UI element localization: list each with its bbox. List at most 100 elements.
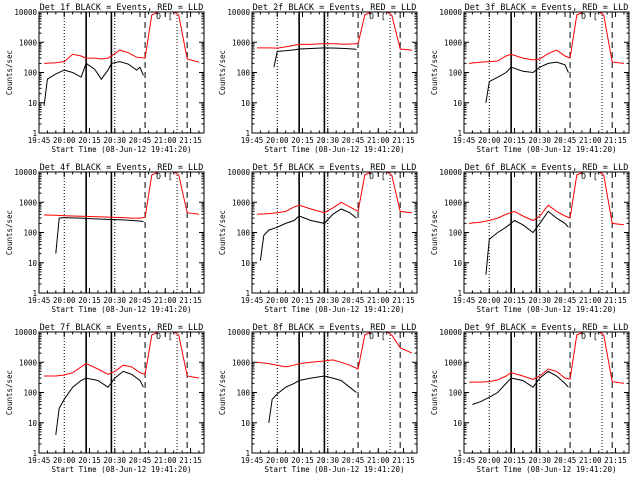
marker-label: [	[168, 172, 173, 181]
x-tick-label: 20:15	[291, 136, 314, 145]
series-events-line	[273, 47, 357, 68]
x-tick-label: 21:15	[179, 136, 202, 145]
y-tick-label: 1	[245, 449, 250, 458]
series-lld-line	[44, 331, 199, 379]
y-axis-label: Counts/sec	[430, 210, 439, 255]
x-tick-label: 21:00	[154, 136, 177, 145]
x-tick-label: 21:00	[579, 296, 602, 305]
x-axis-label: Start Time (08-Jun-12 19:41:20)	[52, 465, 192, 474]
plot-frame	[251, 171, 418, 294]
x-tick-label: 20:30	[528, 456, 551, 465]
y-axis-label: Counts/sec	[5, 50, 14, 95]
y-tick-label: 1000	[232, 38, 251, 47]
y-tick-label: 10000	[227, 168, 250, 177]
plot-frame	[463, 171, 630, 294]
x-tick-label: 20:30	[103, 456, 126, 465]
x-tick-label: 20:00	[53, 296, 76, 305]
x-axis-label: Start Time (08-Jun-12 19:41:20)	[477, 145, 617, 154]
x-axis-label: Start Time (08-Jun-12 19:41:20)	[52, 305, 192, 314]
x-tick-label: 20:45	[129, 296, 152, 305]
plot-frame	[463, 331, 630, 454]
x-axis-label: Start Time (08-Jun-12 19:41:20)	[477, 305, 617, 314]
y-tick-label: 10000	[14, 168, 37, 177]
x-tick-label: 20:00	[266, 456, 289, 465]
series-lld-line	[257, 11, 412, 51]
x-tick-label: 20:00	[266, 296, 289, 305]
series-events-line	[485, 61, 569, 103]
y-tick-label: 10	[453, 419, 463, 428]
x-tick-label: 21:15	[179, 296, 202, 305]
x-tick-label: 20:45	[342, 136, 365, 145]
y-tick-label: 100	[236, 229, 250, 238]
y-axis-label: Counts/sec	[218, 50, 227, 95]
marker-label: [	[593, 332, 598, 341]
x-tick-label: 20:15	[78, 136, 101, 145]
y-axis-label: Counts/sec	[430, 50, 439, 95]
x-tick-label: 21:15	[604, 456, 627, 465]
x-tick-label: 20:00	[53, 456, 76, 465]
marker-label: O	[156, 12, 161, 21]
x-tick-label: 20:00	[478, 136, 501, 145]
x-tick-label: 21:00	[154, 456, 177, 465]
x-tick-label: 20:30	[316, 296, 339, 305]
x-tick-label: 21:00	[367, 296, 390, 305]
x-tick-label: 20:30	[103, 296, 126, 305]
x-tick-label: 20:15	[78, 296, 101, 305]
x-axis-label: Start Time (08-Jun-12 19:41:20)	[265, 145, 405, 154]
x-tick-label: 20:00	[478, 296, 501, 305]
y-axis-label: Counts/sec	[430, 370, 439, 415]
x-tick-label: 20:30	[528, 136, 551, 145]
series-lld-line	[469, 171, 624, 226]
x-tick-label: 20:15	[291, 296, 314, 305]
marker-label: O	[369, 12, 374, 21]
y-tick-label: 10	[241, 419, 251, 428]
x-tick-label: 20:00	[478, 456, 501, 465]
y-tick-label: 1	[457, 289, 462, 298]
x-tick-label: 21:15	[392, 296, 415, 305]
y-tick-label: 10000	[14, 328, 37, 337]
series-lld-line	[44, 171, 199, 219]
x-tick-label: 20:15	[78, 456, 101, 465]
y-tick-label: 100	[23, 229, 37, 238]
y-tick-label: 100	[23, 69, 37, 78]
panel-title: Det 3f BLACK = Events, RED = LLD	[465, 3, 629, 13]
plot-frame	[38, 331, 205, 454]
y-tick-label: 1000	[444, 198, 463, 207]
x-tick-label: 19:45	[453, 296, 476, 305]
marker-label: O	[369, 172, 374, 181]
x-tick-label: 21:00	[367, 456, 390, 465]
panel-title: Det 4f BLACK = Events, RED = LLD	[40, 163, 204, 173]
y-tick-label: 100	[236, 389, 250, 398]
x-tick-label: 21:15	[604, 296, 627, 305]
x-tick-label: 20:00	[53, 136, 76, 145]
y-tick-label: 10	[241, 259, 251, 268]
x-tick-label: 19:45	[453, 136, 476, 145]
marker-label: [	[593, 172, 598, 181]
y-axis-label: Counts/sec	[5, 370, 14, 415]
x-tick-label: 19:45	[241, 456, 264, 465]
y-tick-label: 100	[23, 389, 37, 398]
x-tick-label: 21:15	[604, 136, 627, 145]
series-events-line	[485, 210, 569, 275]
y-tick-label: 1	[245, 289, 250, 298]
marker-label: [	[381, 12, 386, 21]
x-tick-label: 20:45	[342, 296, 365, 305]
panel-title: Det 6f BLACK = Events, RED = LLD	[465, 163, 629, 173]
x-tick-label: 20:30	[103, 136, 126, 145]
y-tick-label: 1000	[232, 358, 251, 367]
y-tick-label: 10	[241, 99, 251, 108]
y-tick-label: 100	[448, 389, 462, 398]
marker-label: O	[581, 332, 586, 341]
panel-title: Det 1f BLACK = Events, RED = LLD	[40, 3, 204, 13]
x-tick-label: 20:15	[503, 136, 526, 145]
x-tick-label: 21:00	[579, 136, 602, 145]
x-axis-label: Start Time (08-Jun-12 19:41:20)	[265, 305, 405, 314]
y-tick-label: 10	[453, 259, 463, 268]
series-events-line	[268, 375, 357, 423]
marker-label: [	[168, 332, 173, 341]
